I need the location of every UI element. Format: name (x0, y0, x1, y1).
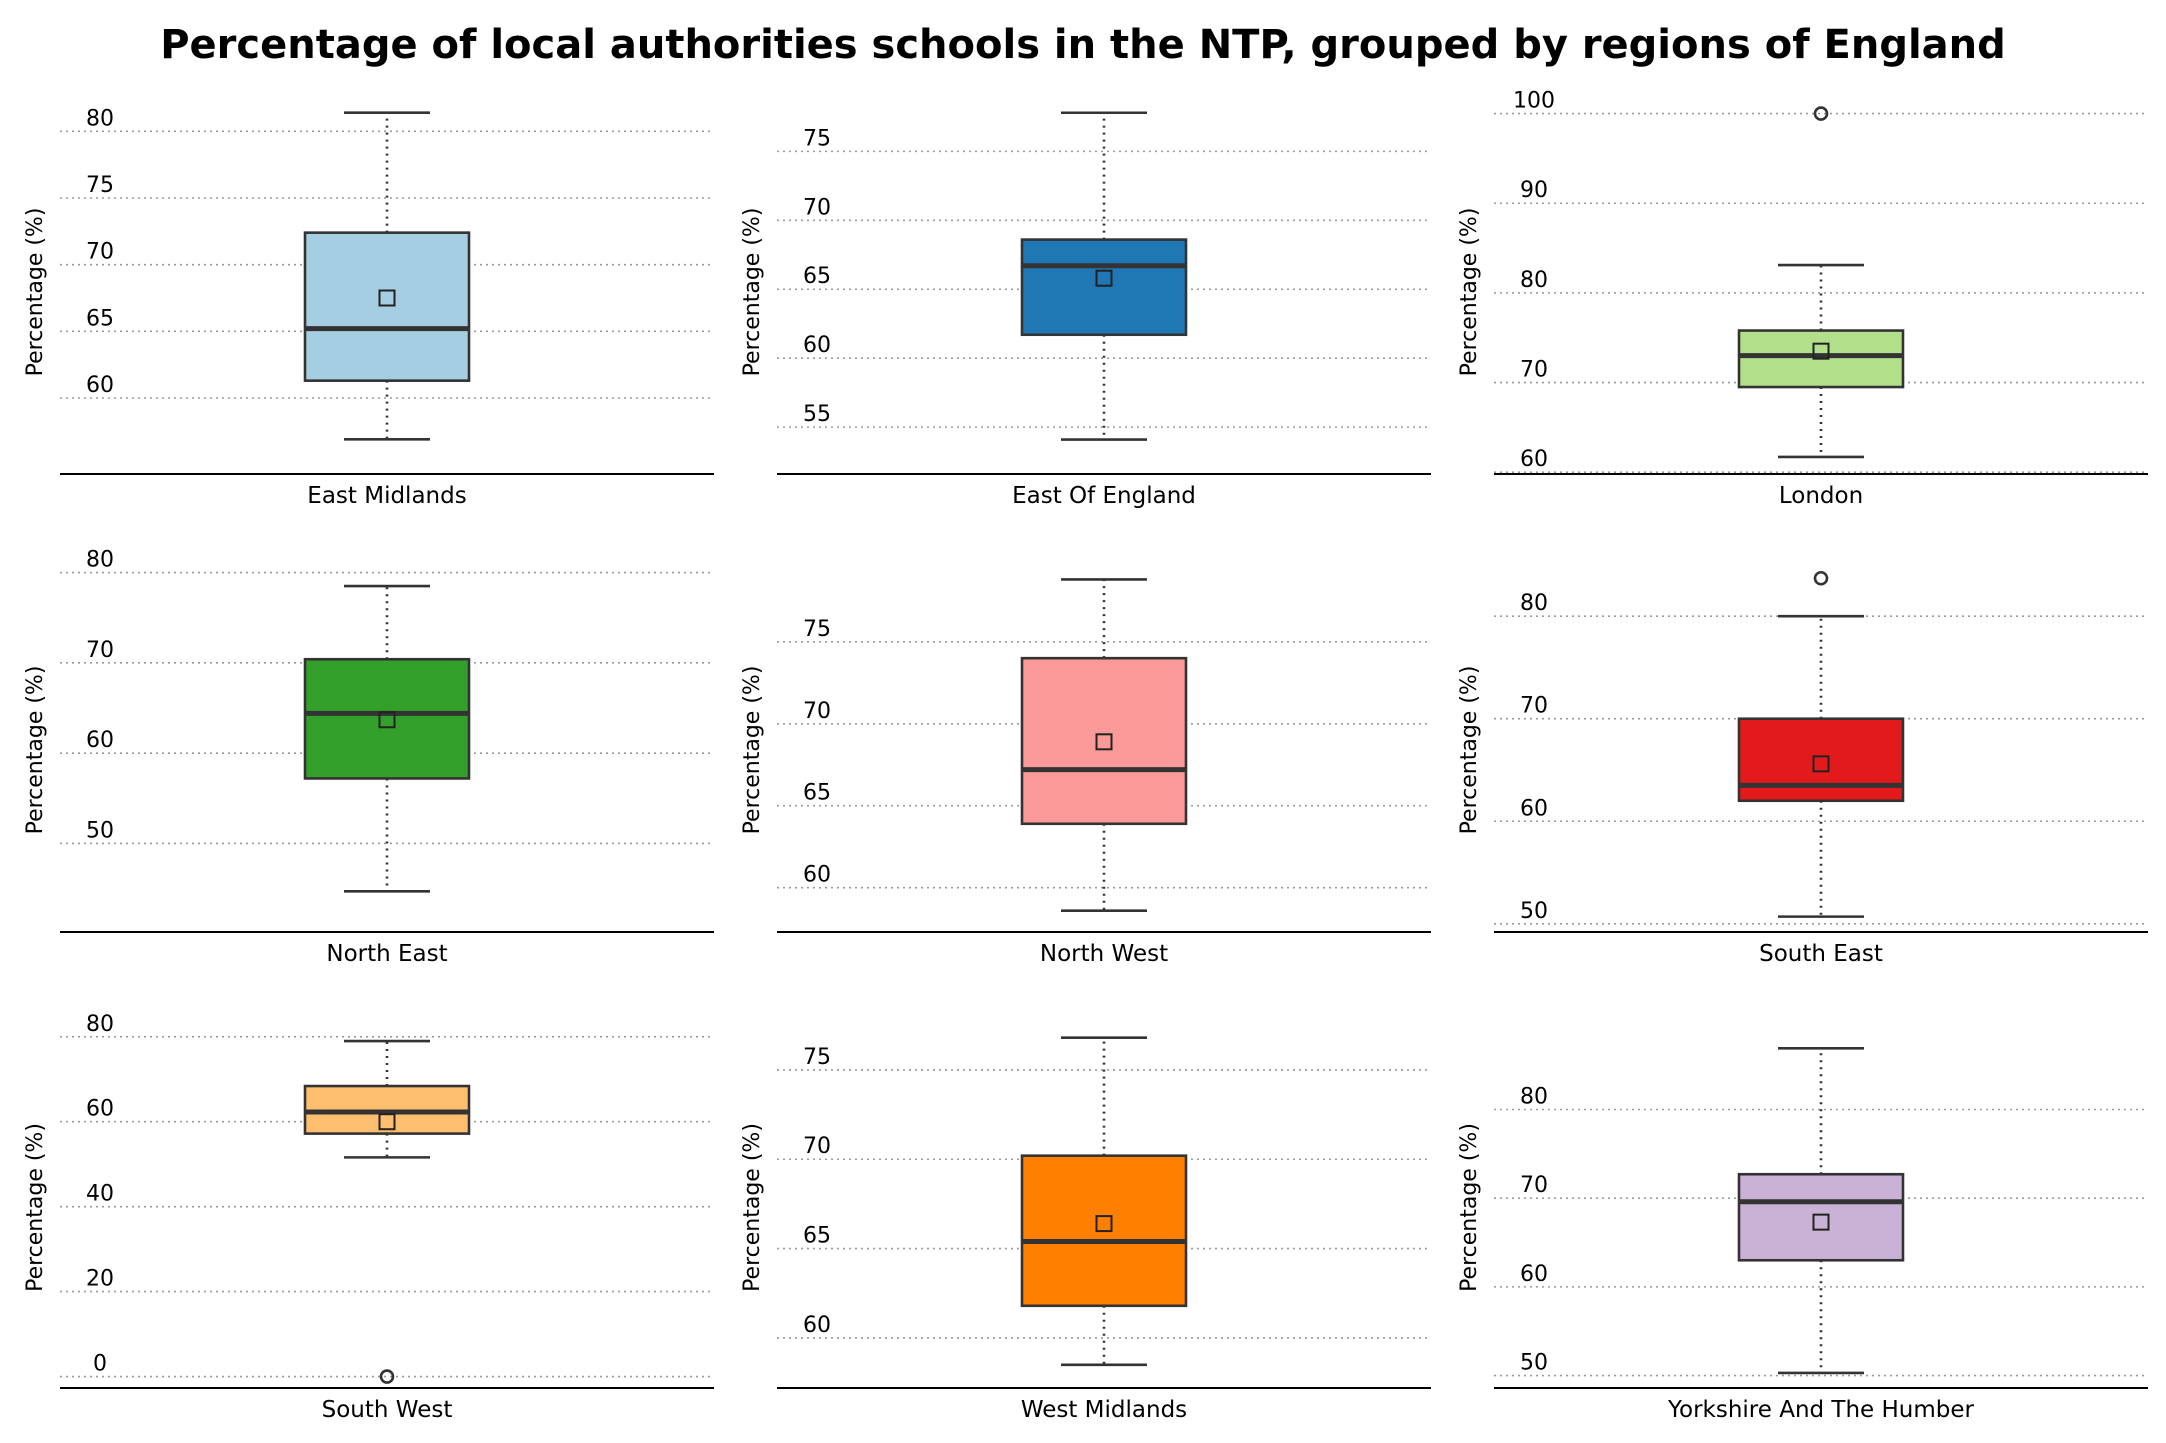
y-tick-label: 70 (1520, 694, 1548, 719)
x-category-label: South East (1759, 941, 1883, 967)
mean-marker (1095, 269, 1113, 287)
x-category-label: East Of England (1012, 483, 1196, 509)
mean-marker (1812, 1213, 1830, 1231)
outlier-point (1813, 570, 1829, 586)
subplot-south-west: 0 20 40 60 80 Percentage (%) South West (23, 1012, 714, 1423)
mean-marker (378, 289, 396, 307)
y-tick-label: 80 (86, 106, 114, 131)
y-tick-label: 60 (1520, 1262, 1548, 1287)
y-tick-label: 60 (803, 333, 831, 358)
y-axis-label: Percentage (%) (740, 1123, 765, 1292)
y-axis-label: Percentage (%) (740, 666, 765, 835)
y-axis-label: Percentage (%) (740, 208, 765, 377)
x-category-label: East Midlands (307, 483, 466, 509)
y-axis-label: Percentage (%) (1457, 208, 1482, 377)
x-category-label: South West (322, 1397, 453, 1423)
y-tick-label: 50 (86, 818, 114, 843)
y-tick-label: 100 (1513, 89, 1555, 114)
outlier-point (1813, 106, 1829, 121)
y-tick-label: 65 (803, 264, 831, 289)
subplot-london: 60 70 80 90 100 Percentage (%) London (1457, 89, 2148, 509)
y-tick-label: 65 (86, 306, 114, 331)
iqr-box (1020, 656, 1188, 826)
y-axis-label: Percentage (%) (23, 666, 48, 835)
y-tick-label: 75 (803, 1045, 831, 1070)
mean-marker (378, 1113, 396, 1131)
y-tick-label: 70 (1520, 1173, 1548, 1198)
y-tick-label: 70 (86, 240, 114, 265)
outlier-point (379, 1369, 395, 1384)
y-tick-label: 55 (803, 402, 831, 427)
mean-marker (1095, 1215, 1113, 1233)
subplot-north-west: 60 65 70 75 Percentage (%) North West (740, 578, 1431, 967)
y-tick-label: 60 (86, 728, 114, 753)
y-tick-label: 0 (93, 1352, 107, 1377)
iqr-box (1737, 717, 1905, 803)
y-tick-label: 20 (86, 1267, 114, 1292)
subplot-south-east: 50 60 70 80 Percentage (%) South East (1457, 570, 2148, 967)
y-tick-label: 80 (1520, 268, 1548, 293)
y-tick-label: 50 (1520, 1351, 1548, 1376)
subplot-yorkshire-and-the-humber: 50 60 70 80 Percentage (%) Yorkshire And The … (1457, 1046, 2148, 1423)
y-tick-label: 60 (803, 1313, 831, 1338)
y-tick-label: 40 (86, 1182, 114, 1207)
iqr-box (303, 231, 471, 382)
y-tick-label: 75 (86, 173, 114, 198)
mean-marker (1095, 733, 1113, 751)
y-tick-label: 50 (1520, 899, 1548, 924)
y-axis-label: Percentage (%) (23, 208, 48, 377)
y-axis-label: Percentage (%) (1457, 1123, 1482, 1292)
iqr-box (1737, 1172, 1905, 1262)
x-category-label: North East (326, 941, 447, 967)
subplot-north-east: 50 60 70 80 Percentage (%) North East (23, 548, 714, 967)
mean-marker (1812, 755, 1830, 773)
y-axis-label: Percentage (%) (23, 1123, 48, 1292)
iqr-box (1020, 238, 1188, 337)
x-category-label: North West (1040, 941, 1168, 967)
mean-marker (1812, 342, 1830, 360)
x-category-label: Yorkshire And The Humber (1667, 1397, 1975, 1423)
y-tick-label: 70 (803, 195, 831, 220)
y-tick-label: 80 (86, 548, 114, 573)
y-tick-label: 70 (803, 699, 831, 724)
y-tick-label: 60 (1520, 796, 1548, 821)
y-tick-label: 80 (1520, 1084, 1548, 1109)
y-tick-label: 60 (1520, 447, 1548, 472)
y-tick-label: 80 (1520, 591, 1548, 616)
y-tick-label: 60 (803, 863, 831, 888)
y-tick-label: 75 (803, 617, 831, 642)
y-tick-label: 90 (1520, 178, 1548, 203)
y-tick-label: 75 (803, 126, 831, 151)
subplot-east-of-england: 55 60 65 70 75 Percentage (%) East Of England (740, 111, 1431, 509)
x-category-label: London (1779, 483, 1863, 509)
y-tick-label: 60 (86, 373, 114, 398)
y-tick-label: 70 (86, 638, 114, 663)
iqr-box (303, 657, 471, 780)
subplot-west-midlands: 60 65 70 75 Percentage (%) West Midlands (740, 1036, 1431, 1423)
x-category-label: West Midlands (1021, 1397, 1187, 1423)
y-axis-label: Percentage (%) (1457, 666, 1482, 835)
y-tick-label: 65 (803, 1224, 831, 1249)
chart-title: Percentage of local authorities schools … (160, 22, 2006, 68)
subplot-east-midlands: 60 65 70 75 80 Percentage (%) East Midlands (23, 106, 714, 509)
y-tick-label: 60 (86, 1097, 114, 1122)
y-tick-label: 65 (803, 781, 831, 806)
y-tick-label: 70 (803, 1134, 831, 1159)
y-tick-label: 80 (86, 1012, 114, 1037)
y-tick-label: 70 (1520, 358, 1548, 383)
mean-marker (378, 711, 396, 729)
